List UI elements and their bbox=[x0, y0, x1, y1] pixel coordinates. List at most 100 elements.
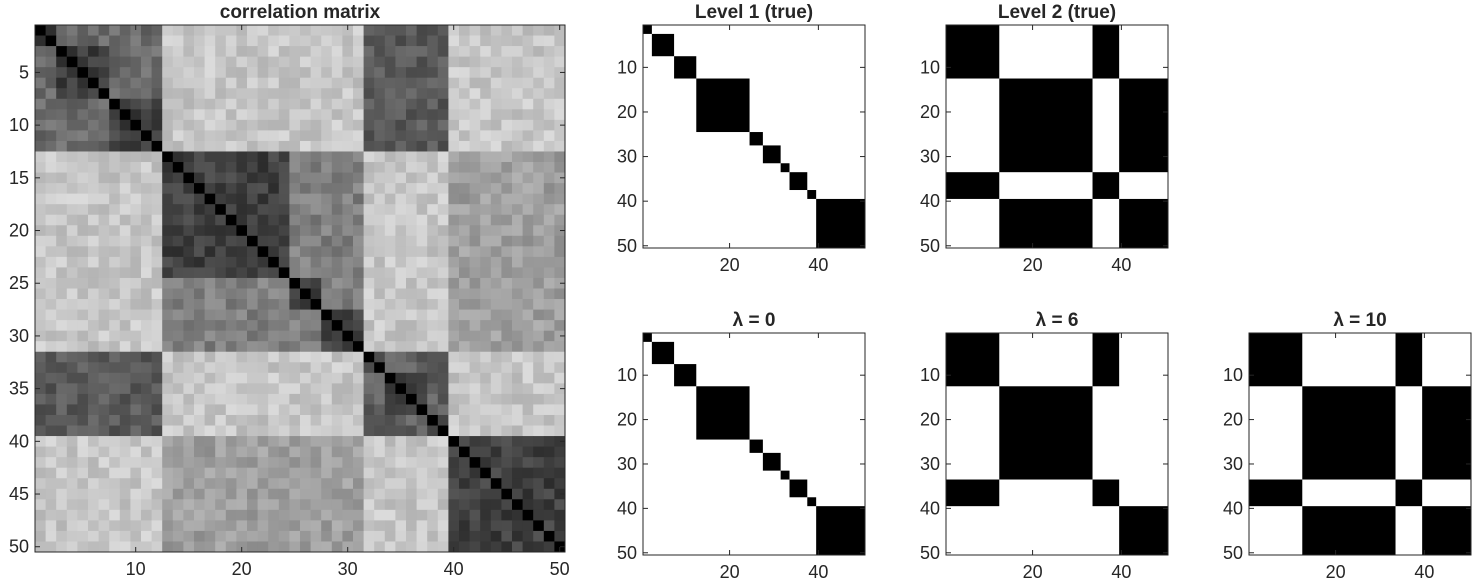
heatmap-cell bbox=[353, 288, 364, 300]
heatmap-cell bbox=[257, 457, 269, 469]
heatmap-cell bbox=[183, 288, 195, 300]
heatmap-cell bbox=[300, 309, 311, 321]
heatmap-cell bbox=[363, 246, 375, 258]
heatmap-cell bbox=[35, 88, 46, 100]
heatmap-cell bbox=[88, 235, 99, 247]
x-tick-label: 40 bbox=[444, 559, 464, 579]
heatmap-cell bbox=[88, 457, 99, 469]
heatmap-cell bbox=[45, 162, 57, 173]
heatmap-cell bbox=[66, 214, 78, 226]
y-tick-label: 50 bbox=[920, 543, 940, 563]
heatmap-cell bbox=[56, 235, 68, 247]
heatmap-cell bbox=[374, 288, 386, 300]
heatmap-cell bbox=[119, 309, 131, 321]
block-rect bbox=[1119, 198, 1168, 248]
heatmap-cell bbox=[331, 88, 343, 100]
heatmap-cell bbox=[416, 299, 428, 310]
heatmap-cell bbox=[554, 130, 566, 142]
heatmap-cell bbox=[543, 98, 555, 110]
heatmap-cell bbox=[98, 277, 110, 289]
heatmap-cell bbox=[225, 204, 237, 216]
heatmap-cell bbox=[56, 299, 68, 310]
heatmap-cell bbox=[56, 436, 68, 447]
heatmap-cell bbox=[384, 193, 396, 205]
heatmap-cell bbox=[88, 225, 99, 237]
heatmap-cell bbox=[353, 235, 364, 247]
heatmap-cell bbox=[56, 46, 68, 58]
heatmap-cell bbox=[204, 77, 216, 89]
heatmap-cell bbox=[268, 225, 280, 237]
heatmap-cell bbox=[183, 362, 195, 374]
heatmap-cell bbox=[225, 77, 237, 89]
heatmap-cell bbox=[204, 425, 216, 437]
heatmap-cell bbox=[363, 267, 375, 279]
heatmap-cell bbox=[289, 151, 301, 163]
heatmap-cell bbox=[512, 277, 523, 289]
heatmap-cell bbox=[172, 151, 184, 163]
heatmap-cell bbox=[512, 351, 523, 363]
heatmap-cell bbox=[268, 309, 280, 321]
heatmap-cell bbox=[257, 25, 269, 36]
heatmap-cell bbox=[533, 288, 545, 300]
heatmap-cell bbox=[363, 351, 375, 363]
heatmap-cell bbox=[45, 372, 57, 384]
heatmap-cell bbox=[215, 277, 227, 289]
heatmap-cell bbox=[469, 193, 481, 205]
heatmap-cell bbox=[151, 467, 163, 479]
heatmap-cell bbox=[225, 436, 237, 447]
heatmap-cell bbox=[236, 67, 248, 79]
heatmap-cell bbox=[130, 509, 142, 521]
heatmap-cell bbox=[437, 436, 449, 447]
heatmap-cell bbox=[533, 267, 545, 279]
heatmap-cell bbox=[66, 277, 78, 289]
heatmap-cell bbox=[236, 88, 248, 100]
heatmap-cell bbox=[459, 214, 470, 226]
heatmap-cell bbox=[331, 225, 343, 237]
heatmap-cell bbox=[533, 320, 545, 332]
heatmap-cell bbox=[289, 256, 301, 268]
heatmap-cell bbox=[437, 467, 449, 479]
heatmap-cell bbox=[448, 256, 460, 268]
heatmap-cell bbox=[395, 246, 407, 258]
heatmap-cell bbox=[448, 214, 460, 226]
heatmap-cell bbox=[490, 425, 502, 437]
heatmap-cell bbox=[543, 214, 555, 226]
heatmap-cell bbox=[56, 277, 68, 289]
heatmap-cell bbox=[522, 362, 534, 374]
heatmap-cell bbox=[289, 299, 301, 310]
heatmap-cell bbox=[151, 151, 163, 163]
heatmap-cell bbox=[469, 520, 481, 532]
heatmap-cell bbox=[554, 25, 566, 36]
heatmap-cell bbox=[247, 172, 258, 184]
heatmap-cell bbox=[353, 541, 364, 553]
y-tick-label: 30 bbox=[920, 147, 940, 167]
heatmap-cell bbox=[194, 204, 205, 216]
heatmap-cell bbox=[98, 214, 110, 226]
heatmap-cell bbox=[172, 372, 184, 384]
heatmap-cell bbox=[310, 214, 322, 226]
heatmap-cell bbox=[109, 193, 121, 205]
heatmap-cell bbox=[512, 172, 523, 184]
heatmap-cell bbox=[98, 383, 110, 395]
heatmap-cell bbox=[416, 267, 428, 279]
heatmap-cell bbox=[543, 256, 555, 268]
heatmap-cell bbox=[215, 541, 227, 553]
heatmap-cell bbox=[300, 151, 311, 163]
heatmap-cell bbox=[172, 509, 184, 521]
heatmap-cell bbox=[130, 172, 142, 184]
y-tick-label: 20 bbox=[920, 102, 940, 122]
heatmap-cell bbox=[300, 172, 311, 184]
heatmap-cell bbox=[183, 56, 195, 68]
heatmap-cell bbox=[183, 88, 195, 100]
heatmap-cell bbox=[162, 425, 174, 437]
heatmap-cell bbox=[395, 193, 407, 205]
heatmap-cell bbox=[35, 320, 46, 332]
heatmap-cell bbox=[522, 77, 534, 89]
heatmap-cell bbox=[98, 478, 110, 490]
heatmap-cell bbox=[342, 162, 354, 173]
heatmap-cell bbox=[204, 109, 216, 121]
heatmap-cell bbox=[300, 320, 311, 332]
heatmap-cell bbox=[247, 183, 258, 195]
heatmap-cell bbox=[427, 56, 439, 68]
heatmap-cell bbox=[268, 478, 280, 490]
